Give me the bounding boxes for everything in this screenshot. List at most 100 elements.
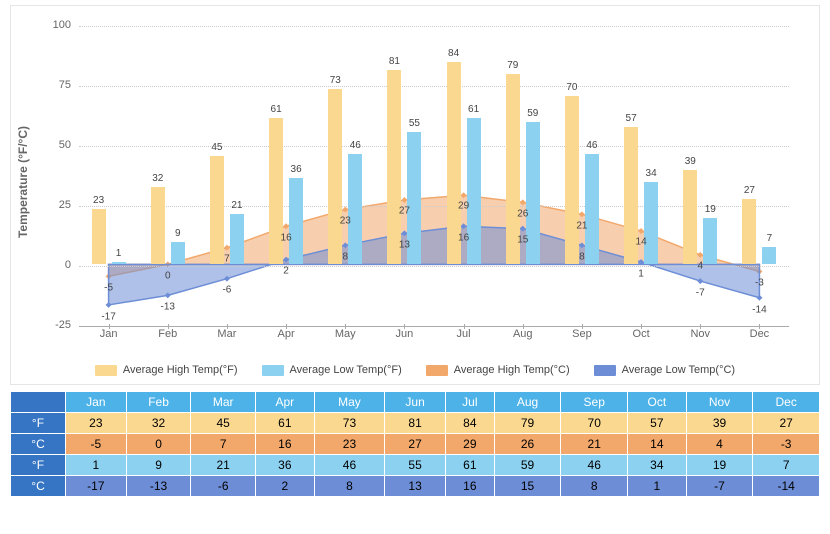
- table-cell: 13: [385, 476, 446, 497]
- table-cell: 39: [686, 413, 753, 434]
- x-tick-label: Feb: [158, 328, 177, 340]
- y-tick-label: -25: [39, 319, 71, 331]
- y-tick-label: 50: [39, 139, 71, 151]
- legend-label: Average High Temp(°C): [454, 364, 570, 376]
- x-tick-label: Jun: [396, 328, 414, 340]
- legend-item: Average Low Temp(°F): [262, 364, 402, 376]
- table-header-cell: Apr: [255, 392, 314, 413]
- table-row: °F233245617381847970573927: [11, 413, 820, 434]
- bar: 46: [348, 154, 362, 264]
- table-header-row: JanFebMarAprMayJunJulAugSepOctNovDec: [11, 392, 820, 413]
- table-unit-cell: °F: [11, 455, 66, 476]
- legend-item: Average High Temp(°C): [426, 364, 570, 376]
- grid-line: [79, 26, 789, 27]
- table-unit-cell: °F: [11, 413, 66, 434]
- area-value-label: 0: [165, 271, 171, 282]
- table-header-cell: Jan: [66, 392, 127, 413]
- legend-label: Average Low Temp(°C): [622, 364, 735, 376]
- table-cell: 81: [385, 413, 446, 434]
- table-cell: 7: [753, 455, 820, 476]
- legend-label: Average Low Temp(°F): [290, 364, 402, 376]
- plot-area: Temperature (°F/°C) -250255075100JanFebM…: [79, 26, 789, 324]
- table-cell: -5: [66, 434, 127, 455]
- table-cell: 26: [494, 434, 561, 455]
- data-table: JanFebMarAprMayJunJulAugSepOctNovDec°F23…: [10, 391, 820, 497]
- bar: 70: [565, 96, 579, 264]
- area-value-label: 8: [579, 251, 585, 262]
- table-cell: 0: [126, 434, 191, 455]
- area-value-label: 8: [342, 251, 348, 262]
- y-tick-label: 25: [39, 199, 71, 211]
- table-cell: 46: [561, 455, 628, 476]
- table-cell: 9: [126, 455, 191, 476]
- table-header-cell: Aug: [494, 392, 561, 413]
- bar-value-label: 36: [281, 164, 311, 175]
- area-value-label: 23: [340, 215, 351, 226]
- legend-item: Average Low Temp(°C): [594, 364, 735, 376]
- bar-value-label: 59: [518, 108, 548, 119]
- table-cell: 45: [191, 413, 256, 434]
- bar: 1: [112, 262, 126, 264]
- table-unit-cell: °C: [11, 476, 66, 497]
- bar-value-label: 34: [636, 168, 666, 179]
- table-row: °F192136465561594634197: [11, 455, 820, 476]
- area-value-label: 13: [399, 239, 410, 250]
- table-cell: -14: [753, 476, 820, 497]
- table-unit-cell: °C: [11, 434, 66, 455]
- x-tick-label: Dec: [750, 328, 770, 340]
- table-cell: 1: [66, 455, 127, 476]
- bar-value-label: 84: [439, 48, 469, 59]
- table-header-cell: Dec: [753, 392, 820, 413]
- area-value-label: -7: [696, 287, 705, 298]
- table-cell: 70: [561, 413, 628, 434]
- area-value-label: 27: [399, 206, 410, 217]
- area-value-label: 2: [283, 266, 289, 277]
- table-cell: 23: [314, 434, 385, 455]
- bar-value-label: 61: [459, 104, 489, 115]
- bar-value-label: 1: [104, 248, 134, 259]
- x-axis: [79, 326, 789, 327]
- y-tick-label: 75: [39, 79, 71, 91]
- table-cell: 1: [628, 476, 687, 497]
- area-value-label: 4: [697, 261, 703, 272]
- area-value-label: 14: [636, 237, 647, 248]
- bar-value-label: 73: [320, 75, 350, 86]
- table-cell: 27: [753, 413, 820, 434]
- table-cell: 23: [66, 413, 127, 434]
- table-cell: -13: [126, 476, 191, 497]
- table-header-cell: Sep: [561, 392, 628, 413]
- bar: 73: [328, 89, 342, 264]
- legend-swatch: [426, 365, 448, 376]
- bar-value-label: 27: [734, 185, 764, 196]
- x-tick-label: Mar: [217, 328, 236, 340]
- legend-swatch: [262, 365, 284, 376]
- y-axis-label: Temperature (°F/°C): [16, 126, 30, 238]
- bar-value-label: 23: [84, 195, 114, 206]
- x-tick-label: Oct: [633, 328, 650, 340]
- table-cell: 36: [255, 455, 314, 476]
- grid-line: [79, 266, 789, 267]
- table-cell: 34: [628, 455, 687, 476]
- bar-value-label: 9: [163, 228, 193, 239]
- area-value-label: 29: [458, 201, 469, 212]
- table-cell: 46: [314, 455, 385, 476]
- table-cell: 79: [494, 413, 561, 434]
- table-cell: 2: [255, 476, 314, 497]
- table-row: °C-507162327292621144-3: [11, 434, 820, 455]
- grid-line: [79, 86, 789, 87]
- table-cell: 61: [445, 455, 494, 476]
- y-tick-label: 100: [39, 19, 71, 31]
- area-value-label: 16: [458, 232, 469, 243]
- bar: 27: [742, 199, 756, 264]
- area-value-label: -14: [752, 304, 766, 315]
- bar: 21: [230, 214, 244, 264]
- y-tick-label: 0: [39, 259, 71, 271]
- bar: 81: [387, 70, 401, 264]
- table-cell: 27: [385, 434, 446, 455]
- bar: 7: [762, 247, 776, 264]
- bar-value-label: 21: [222, 200, 252, 211]
- table-cell: 57: [628, 413, 687, 434]
- legend-label: Average High Temp(°F): [123, 364, 238, 376]
- table-header-cell: Jun: [385, 392, 446, 413]
- table-cell: 8: [561, 476, 628, 497]
